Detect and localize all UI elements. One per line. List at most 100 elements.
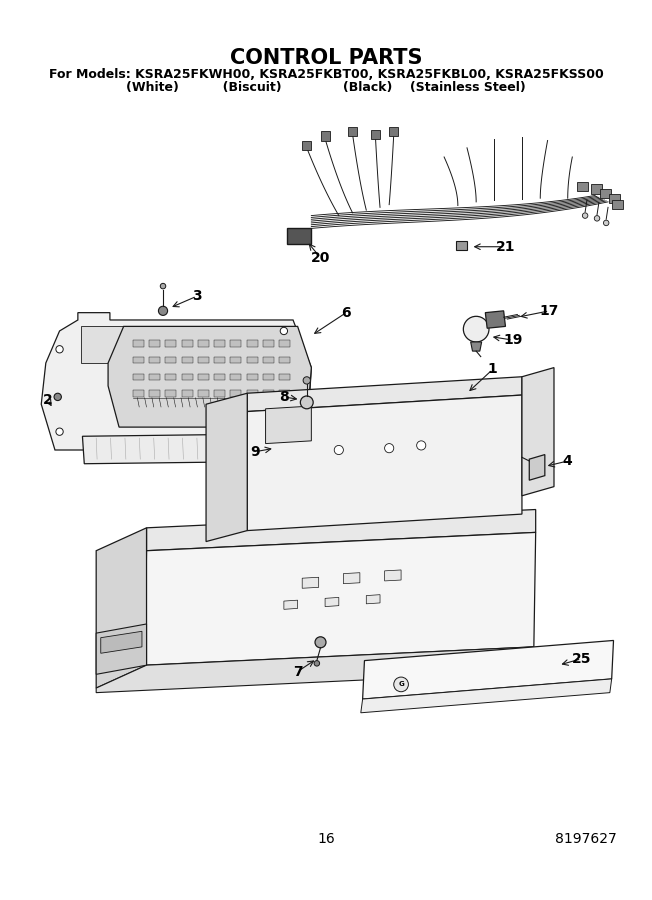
Text: For Models: KSRA25FKWH00, KSRA25FKBT00, KSRA25FKBL00, KSRA25FKSS00: For Models: KSRA25FKWH00, KSRA25FKBT00, … bbox=[49, 68, 603, 81]
Polygon shape bbox=[529, 454, 545, 481]
Polygon shape bbox=[344, 572, 360, 584]
Bar bbox=[263, 357, 274, 364]
Bar bbox=[263, 391, 274, 397]
Bar bbox=[246, 391, 258, 397]
Bar bbox=[166, 391, 176, 397]
Bar bbox=[182, 340, 192, 346]
Polygon shape bbox=[522, 367, 554, 496]
Text: 20: 20 bbox=[311, 251, 330, 265]
Bar bbox=[133, 391, 144, 397]
Polygon shape bbox=[41, 312, 312, 450]
Polygon shape bbox=[485, 310, 505, 328]
Bar bbox=[182, 391, 192, 397]
Bar bbox=[133, 374, 144, 380]
Polygon shape bbox=[612, 200, 623, 209]
Bar bbox=[215, 391, 225, 397]
Text: CONTROL PARTS: CONTROL PARTS bbox=[230, 48, 422, 68]
Bar bbox=[230, 340, 241, 346]
Bar bbox=[263, 340, 274, 346]
Circle shape bbox=[582, 213, 588, 219]
Circle shape bbox=[303, 377, 310, 384]
Circle shape bbox=[280, 437, 288, 445]
Polygon shape bbox=[147, 509, 536, 551]
Text: 9: 9 bbox=[250, 445, 259, 459]
Bar bbox=[246, 374, 258, 380]
Polygon shape bbox=[101, 631, 142, 653]
Bar bbox=[149, 340, 160, 346]
Circle shape bbox=[315, 637, 326, 648]
Polygon shape bbox=[96, 647, 534, 693]
Polygon shape bbox=[371, 130, 380, 139]
Polygon shape bbox=[600, 189, 611, 198]
Circle shape bbox=[54, 393, 61, 400]
Text: (White)          (Biscuit)              (Black)    (Stainless Steel): (White) (Biscuit) (Black) (Stainless Ste… bbox=[126, 81, 526, 94]
Bar bbox=[133, 357, 144, 364]
Bar bbox=[230, 374, 241, 380]
Circle shape bbox=[158, 306, 168, 315]
Text: 6: 6 bbox=[342, 306, 351, 319]
Polygon shape bbox=[287, 228, 312, 244]
Bar bbox=[279, 391, 290, 397]
Polygon shape bbox=[302, 577, 319, 589]
Circle shape bbox=[56, 428, 63, 436]
Polygon shape bbox=[389, 127, 398, 136]
Polygon shape bbox=[302, 140, 312, 149]
Polygon shape bbox=[247, 377, 522, 411]
Polygon shape bbox=[108, 327, 312, 428]
Circle shape bbox=[464, 316, 489, 342]
Polygon shape bbox=[96, 527, 147, 688]
Circle shape bbox=[314, 661, 319, 666]
Bar bbox=[133, 340, 144, 346]
Text: G: G bbox=[398, 681, 404, 688]
Polygon shape bbox=[145, 533, 536, 665]
Bar bbox=[279, 357, 290, 364]
Polygon shape bbox=[325, 598, 339, 607]
Text: 17: 17 bbox=[540, 304, 559, 318]
Bar bbox=[230, 391, 241, 397]
Bar bbox=[182, 374, 192, 380]
Text: 8: 8 bbox=[279, 390, 289, 404]
Polygon shape bbox=[385, 570, 401, 580]
Bar bbox=[182, 357, 192, 364]
Bar bbox=[215, 374, 225, 380]
Text: 8197627: 8197627 bbox=[555, 832, 617, 846]
Circle shape bbox=[334, 446, 344, 454]
Bar bbox=[230, 357, 241, 364]
Bar bbox=[279, 374, 290, 380]
Bar bbox=[246, 340, 258, 346]
Polygon shape bbox=[206, 393, 247, 542]
Circle shape bbox=[160, 284, 166, 289]
Bar bbox=[149, 374, 160, 380]
Bar bbox=[149, 357, 160, 364]
Text: 21: 21 bbox=[496, 239, 515, 254]
Polygon shape bbox=[81, 327, 128, 363]
Polygon shape bbox=[265, 406, 312, 444]
Polygon shape bbox=[96, 624, 147, 674]
Polygon shape bbox=[82, 434, 312, 464]
Text: 19: 19 bbox=[503, 333, 522, 347]
Bar bbox=[166, 340, 176, 346]
Polygon shape bbox=[284, 600, 297, 609]
Text: 7: 7 bbox=[293, 664, 303, 679]
Bar bbox=[215, 340, 225, 346]
Polygon shape bbox=[591, 184, 602, 194]
Text: 3: 3 bbox=[192, 289, 201, 303]
Bar bbox=[198, 340, 209, 346]
Circle shape bbox=[56, 346, 63, 353]
Bar bbox=[166, 374, 176, 380]
Polygon shape bbox=[577, 182, 588, 191]
Bar bbox=[246, 357, 258, 364]
Bar bbox=[215, 357, 225, 364]
Bar bbox=[263, 374, 274, 380]
Bar bbox=[198, 391, 209, 397]
Bar bbox=[149, 391, 160, 397]
Polygon shape bbox=[361, 679, 612, 713]
Bar bbox=[166, 357, 176, 364]
Circle shape bbox=[394, 677, 408, 692]
Text: 25: 25 bbox=[572, 652, 591, 666]
Circle shape bbox=[385, 444, 394, 453]
Circle shape bbox=[280, 328, 288, 335]
Bar bbox=[198, 357, 209, 364]
Polygon shape bbox=[366, 595, 380, 604]
Polygon shape bbox=[247, 395, 522, 531]
